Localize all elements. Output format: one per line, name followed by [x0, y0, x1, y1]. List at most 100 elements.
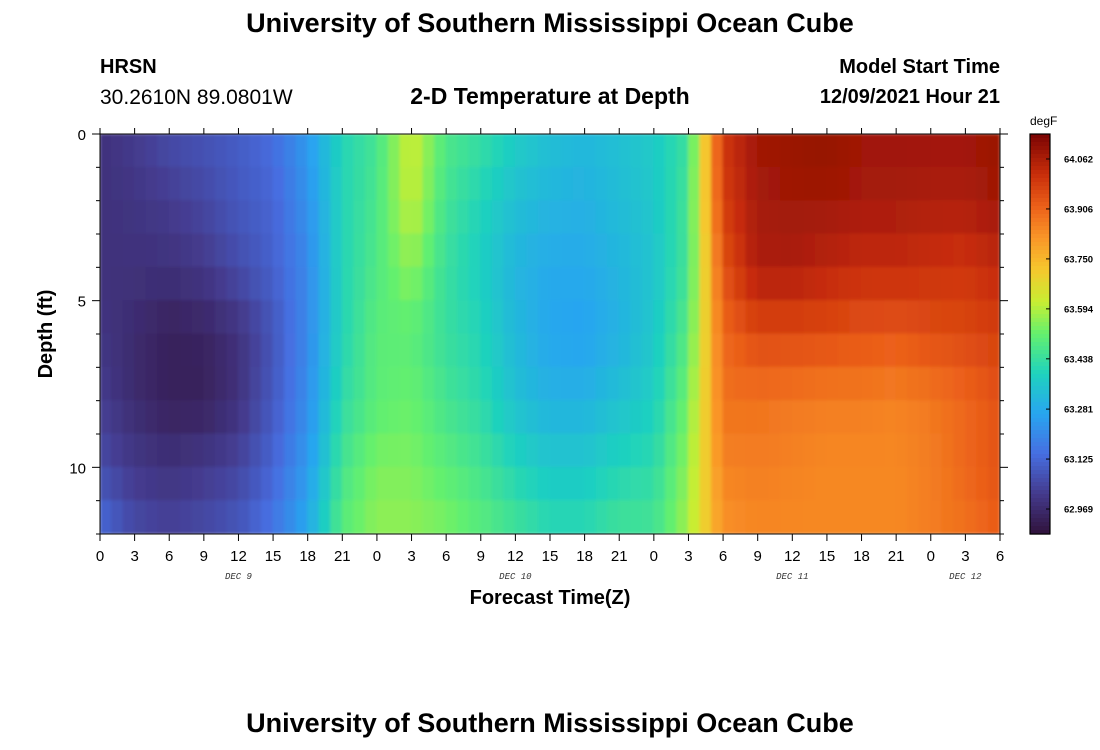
heatmap-cell	[791, 433, 805, 468]
heatmap-cell	[411, 500, 424, 534]
heatmap-cell	[964, 500, 978, 534]
heatmap-cell	[364, 433, 378, 468]
heatmap-cell	[457, 233, 470, 268]
heatmap-cell	[111, 266, 124, 302]
heatmap-cell	[768, 300, 782, 335]
heatmap-cell	[180, 366, 193, 402]
heatmap-cell	[872, 500, 886, 534]
heatmap-cell	[411, 300, 424, 335]
heatmap-cell	[134, 433, 147, 468]
colorbar-swatch	[1030, 182, 1050, 187]
colorbar-swatch	[1030, 486, 1050, 491]
heatmap-cell	[641, 433, 655, 468]
heatmap-cell	[630, 466, 643, 502]
heatmap-cell	[976, 333, 989, 368]
heatmap-cell	[918, 433, 932, 468]
colorbar-swatch	[1030, 398, 1050, 403]
heatmap-cell	[249, 433, 263, 468]
heatmap-cell	[953, 233, 966, 268]
heatmap-cell	[618, 166, 632, 202]
heatmap-cell	[422, 200, 436, 235]
colorbar-swatch	[1030, 386, 1050, 391]
heatmap-cell	[849, 200, 863, 235]
heatmap-cell	[572, 333, 586, 368]
heatmap-cell	[987, 166, 1000, 202]
heatmap-cell	[907, 500, 920, 534]
colorbar-swatch	[1030, 366, 1050, 371]
heatmap-cell	[849, 166, 863, 202]
heatmap-cell	[872, 200, 886, 235]
heatmap-cell	[399, 333, 413, 368]
heatmap-cell	[261, 333, 274, 368]
heatmap-cell	[203, 134, 216, 168]
heatmap-cell	[226, 466, 239, 502]
heatmap-cell	[676, 300, 689, 335]
heatmap-cell	[237, 166, 251, 202]
heatmap-cell	[641, 233, 655, 268]
heatmap-cell	[699, 366, 713, 402]
heatmap-cell	[191, 300, 205, 335]
heatmap-cell	[918, 233, 932, 268]
heatmap-cell	[757, 500, 770, 534]
colorbar-swatch	[1030, 226, 1050, 231]
colorbar-swatch	[1030, 414, 1050, 419]
heatmap-cell	[491, 300, 505, 335]
heatmap-cell	[549, 433, 563, 468]
heatmap-cell	[503, 233, 516, 268]
heatmap-cell	[884, 266, 897, 302]
heatmap-cell	[157, 500, 170, 534]
heatmap-cell	[457, 433, 470, 468]
heatmap-cell	[837, 400, 851, 435]
heatmap-cell	[284, 333, 297, 368]
colorbar-swatch	[1030, 254, 1050, 259]
heatmap-cell	[526, 433, 539, 468]
colorbar-swatch	[1030, 490, 1050, 495]
heatmap-cell	[722, 466, 736, 502]
heatmap-cell	[964, 300, 978, 335]
heatmap-cell	[734, 233, 747, 268]
heatmap-cell	[376, 166, 389, 202]
heatmap-cell	[272, 466, 286, 502]
heatmap-cell	[203, 266, 216, 302]
heatmap-cell	[837, 500, 851, 534]
heatmap-cell	[307, 500, 320, 534]
heatmap-cell	[514, 134, 528, 168]
x-tick-label: 3	[407, 548, 415, 565]
heatmap-cell	[353, 300, 366, 335]
heatmap-cell	[941, 300, 955, 335]
heatmap-cell	[468, 433, 482, 468]
heatmap-cell	[284, 134, 297, 168]
colorbar-swatch	[1030, 374, 1050, 379]
heatmap-cell	[387, 300, 401, 335]
heatmap-cell	[122, 333, 136, 368]
heatmap-cell	[711, 134, 724, 168]
heatmap-cell	[664, 400, 678, 435]
heatmap-cell	[711, 166, 724, 202]
heatmap-cell	[618, 466, 632, 502]
heatmap-cell	[976, 200, 989, 235]
y-tick-label: 0	[78, 127, 86, 144]
heatmap-cell	[572, 400, 586, 435]
heatmap-cell	[434, 400, 447, 435]
heatmap-cell	[584, 500, 597, 534]
heatmap-cell	[734, 166, 747, 202]
heatmap-cell	[180, 134, 193, 168]
heatmap-cell	[249, 333, 263, 368]
heatmap-cell	[203, 366, 216, 402]
heatmap-cell	[584, 433, 597, 468]
heatmap-cell	[353, 200, 366, 235]
colorbar-swatch	[1030, 142, 1050, 147]
heatmap-cell	[849, 500, 863, 534]
heatmap-cell	[111, 466, 124, 502]
heatmap-cell	[826, 466, 839, 502]
heatmap-cell	[468, 266, 482, 302]
heatmap-cell	[434, 166, 447, 202]
colorbar-swatch	[1030, 330, 1050, 335]
heatmap-cell	[237, 233, 251, 268]
heatmap-cell	[191, 233, 205, 268]
heatmap-cell	[584, 200, 597, 235]
heatmap-cell	[111, 366, 124, 402]
heatmap-cell	[653, 266, 666, 302]
heatmap-cell	[284, 266, 297, 302]
colorbar-swatch	[1030, 238, 1050, 243]
